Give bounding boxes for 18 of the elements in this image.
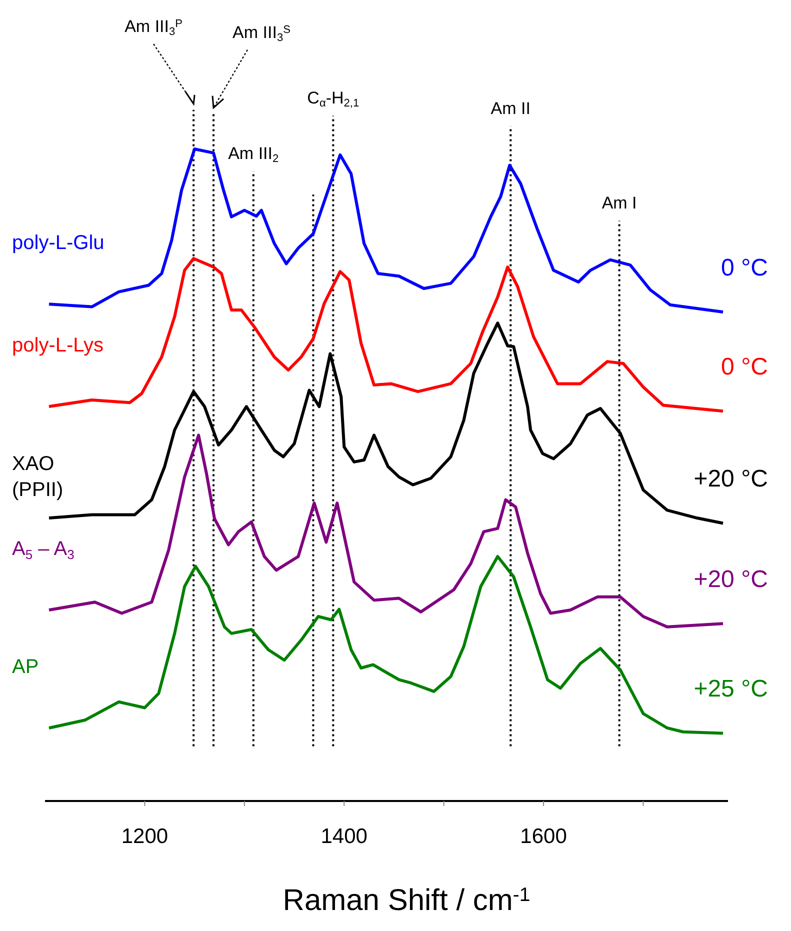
ref-line-label: C$_{α}$-H$_{2,1}$ <box>307 88 360 110</box>
ref-line-label: Am II <box>490 99 530 118</box>
x-tick-label: 1400 <box>320 824 368 848</box>
x-tick-label: 1600 <box>520 824 567 848</box>
text: AP <box>12 656 39 678</box>
text: A$_{5}$ – A$_{3}$ <box>12 538 74 562</box>
text: poly-L-Lys <box>12 334 104 357</box>
annotation: +20 °C <box>694 566 768 594</box>
ref-line-label: Am III$_{2}$ <box>228 144 279 166</box>
x-axis-title: Raman Shift / cm$^{-1}$ <box>282 884 530 917</box>
annotation: +20 °C <box>694 466 768 493</box>
series-label: XAO (PPII) <box>12 453 64 502</box>
ref-line-label: Am I <box>602 194 637 213</box>
annotation: +25 °C <box>694 676 768 703</box>
text: poly-L-Glu <box>12 232 104 254</box>
annotation: 0 °C <box>721 254 768 282</box>
annotation: 0 °C <box>721 353 768 380</box>
x-tick-label: 1200 <box>121 824 168 848</box>
